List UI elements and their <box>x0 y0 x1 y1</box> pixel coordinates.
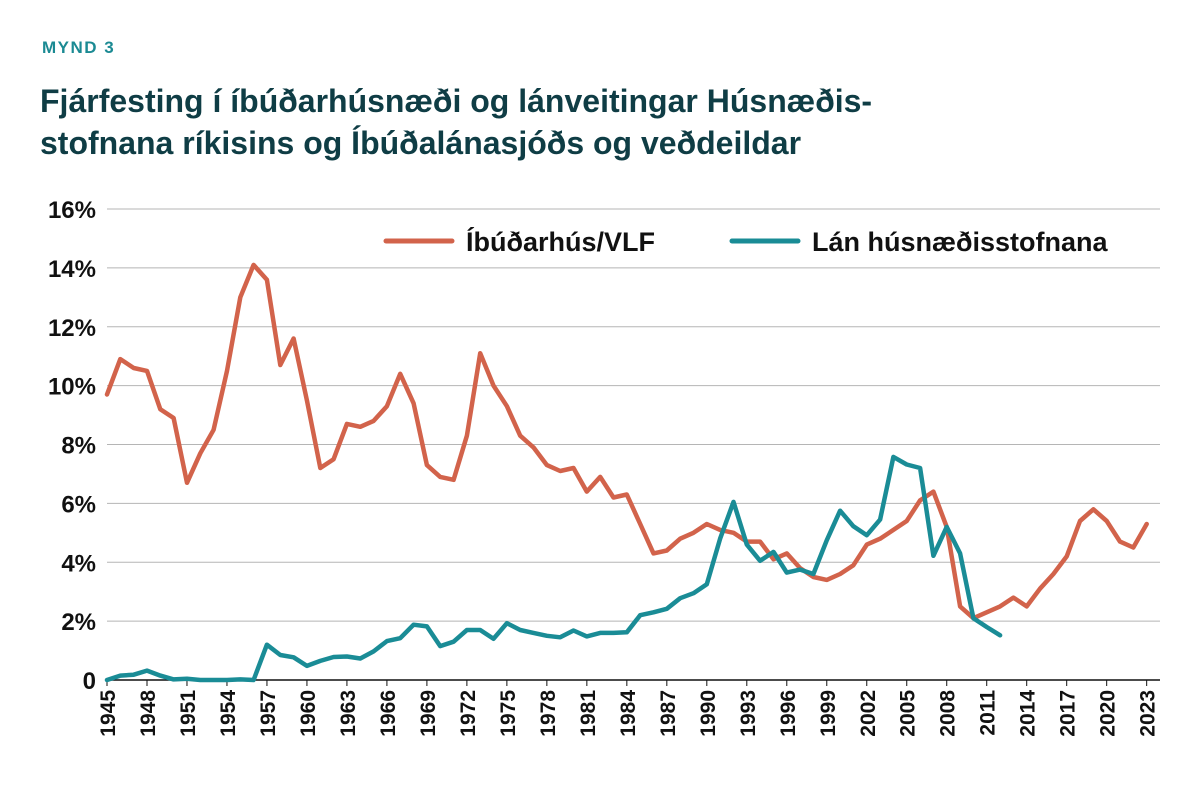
series-line-loans <box>104 454 1003 683</box>
y-tick-label: 0 <box>83 668 96 695</box>
x-tick-label: 2020 <box>1097 690 1120 737</box>
x-tick-label: 2011 <box>977 690 1000 736</box>
title-line-2: stofnana ríkisins og Íbúðalánasjóðs og v… <box>40 125 802 161</box>
y-tick-label: 4% <box>61 550 96 577</box>
y-axis-ticks: 0 2% 4% 6% 8% 10% 12% 14% 16% <box>48 197 96 695</box>
x-tick-label: 2002 <box>857 690 880 737</box>
x-tick-label: 1990 <box>697 690 720 737</box>
x-tick-label: 1981 <box>577 690 600 737</box>
x-tick-label: 1969 <box>417 690 440 737</box>
x-tick-label: 1978 <box>537 690 560 737</box>
legend-item-housing: Íbúðarhús/VLF <box>383 226 655 257</box>
legend-item-loans: Lán húsnæðisstofnana <box>729 227 1109 257</box>
x-tick-label: 2023 <box>1137 690 1160 737</box>
x-tick-label: 2014 <box>1017 690 1040 737</box>
x-tick-label: 2017 <box>1057 690 1080 737</box>
x-tick-label: 1996 <box>777 690 800 737</box>
gridlines <box>107 208 1160 681</box>
series-lines <box>104 262 1149 683</box>
x-tick-label: 1960 <box>297 690 320 737</box>
x-axis-ticks: 1945 1948 1951 1954 1957 1960 1963 1966 1969 1972… <box>97 680 1160 737</box>
series-line-housing <box>104 262 1149 621</box>
y-tick-label: 2% <box>61 609 96 636</box>
x-tick-label: 1963 <box>337 690 360 737</box>
legend: Íbúðarhús/VLF Lán húsnæðisstofnana <box>383 226 1109 257</box>
y-tick-label: 6% <box>61 491 96 518</box>
x-tick-label: 1972 <box>457 690 480 737</box>
y-tick-label: 16% <box>48 197 96 224</box>
x-tick-label: 1993 <box>737 690 760 737</box>
x-tick-label: 1966 <box>377 690 400 737</box>
y-tick-label: 12% <box>48 315 96 342</box>
legend-label: Íbúðarhús/VLF <box>466 226 655 257</box>
x-tick-label: 1945 <box>97 690 120 737</box>
y-tick-label: 10% <box>48 374 96 401</box>
legend-label: Lán húsnæðisstofnana <box>812 227 1109 257</box>
x-tick-label: 1957 <box>257 690 280 737</box>
figure-label: MYND 3 <box>42 38 116 57</box>
x-tick-label: 2005 <box>897 690 920 737</box>
y-tick-label: 8% <box>61 433 96 460</box>
x-tick-label: 1987 <box>657 690 680 737</box>
x-tick-label: 1984 <box>617 690 640 737</box>
x-tick-label: 1999 <box>817 690 840 737</box>
x-tick-label: 1951 <box>177 690 200 737</box>
x-tick-label: 1975 <box>497 690 520 737</box>
x-tick-label: 2008 <box>937 690 960 737</box>
x-tick-label: 1954 <box>217 690 240 737</box>
y-tick-label: 14% <box>48 256 96 283</box>
x-tick-label: 1948 <box>137 690 160 737</box>
title-line-1: Fjárfesting í íbúðarhúsnæði og lánveitin… <box>40 83 873 119</box>
page-title: Fjárfesting í íbúðarhúsnæði og lánveitin… <box>40 80 1040 164</box>
